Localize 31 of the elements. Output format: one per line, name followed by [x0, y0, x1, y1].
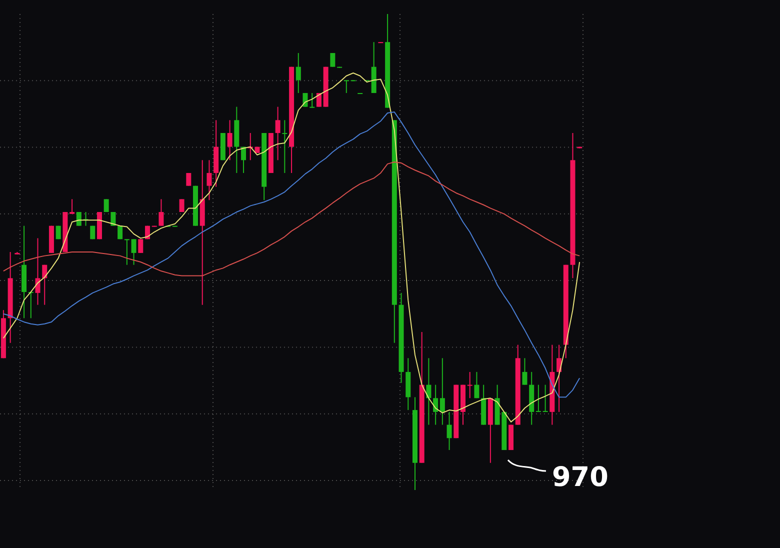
candlestick	[467, 371, 472, 399]
candlestick	[296, 52, 301, 94]
candlestick	[446, 411, 452, 451]
candlestick	[110, 212, 116, 226]
candlestick	[227, 120, 232, 161]
candlestick	[186, 172, 192, 186]
candlestick	[42, 264, 48, 306]
candlestick	[138, 238, 144, 254]
candlestick	[344, 80, 349, 94]
candlestick	[522, 358, 528, 386]
candlestick	[275, 106, 280, 161]
candlestick	[440, 358, 445, 426]
candlestick	[206, 160, 212, 201]
candlestick	[70, 198, 75, 214]
candlestick	[179, 198, 184, 213]
candlestick	[302, 92, 308, 108]
candlestick	[35, 238, 40, 306]
candlestick	[76, 212, 82, 226]
candlestick	[316, 92, 322, 108]
candlestick	[282, 120, 288, 174]
candlestick	[474, 371, 480, 399]
candlestick	[104, 198, 109, 213]
candlestick	[330, 52, 336, 68]
annotation: 970	[552, 462, 608, 493]
candlestick	[131, 238, 136, 266]
candlestick	[433, 384, 438, 426]
candlestick	[158, 198, 164, 226]
candlestick	[310, 92, 315, 108]
candlestick	[124, 238, 130, 266]
candlestick	[536, 384, 541, 412]
candlestick	[542, 384, 548, 412]
